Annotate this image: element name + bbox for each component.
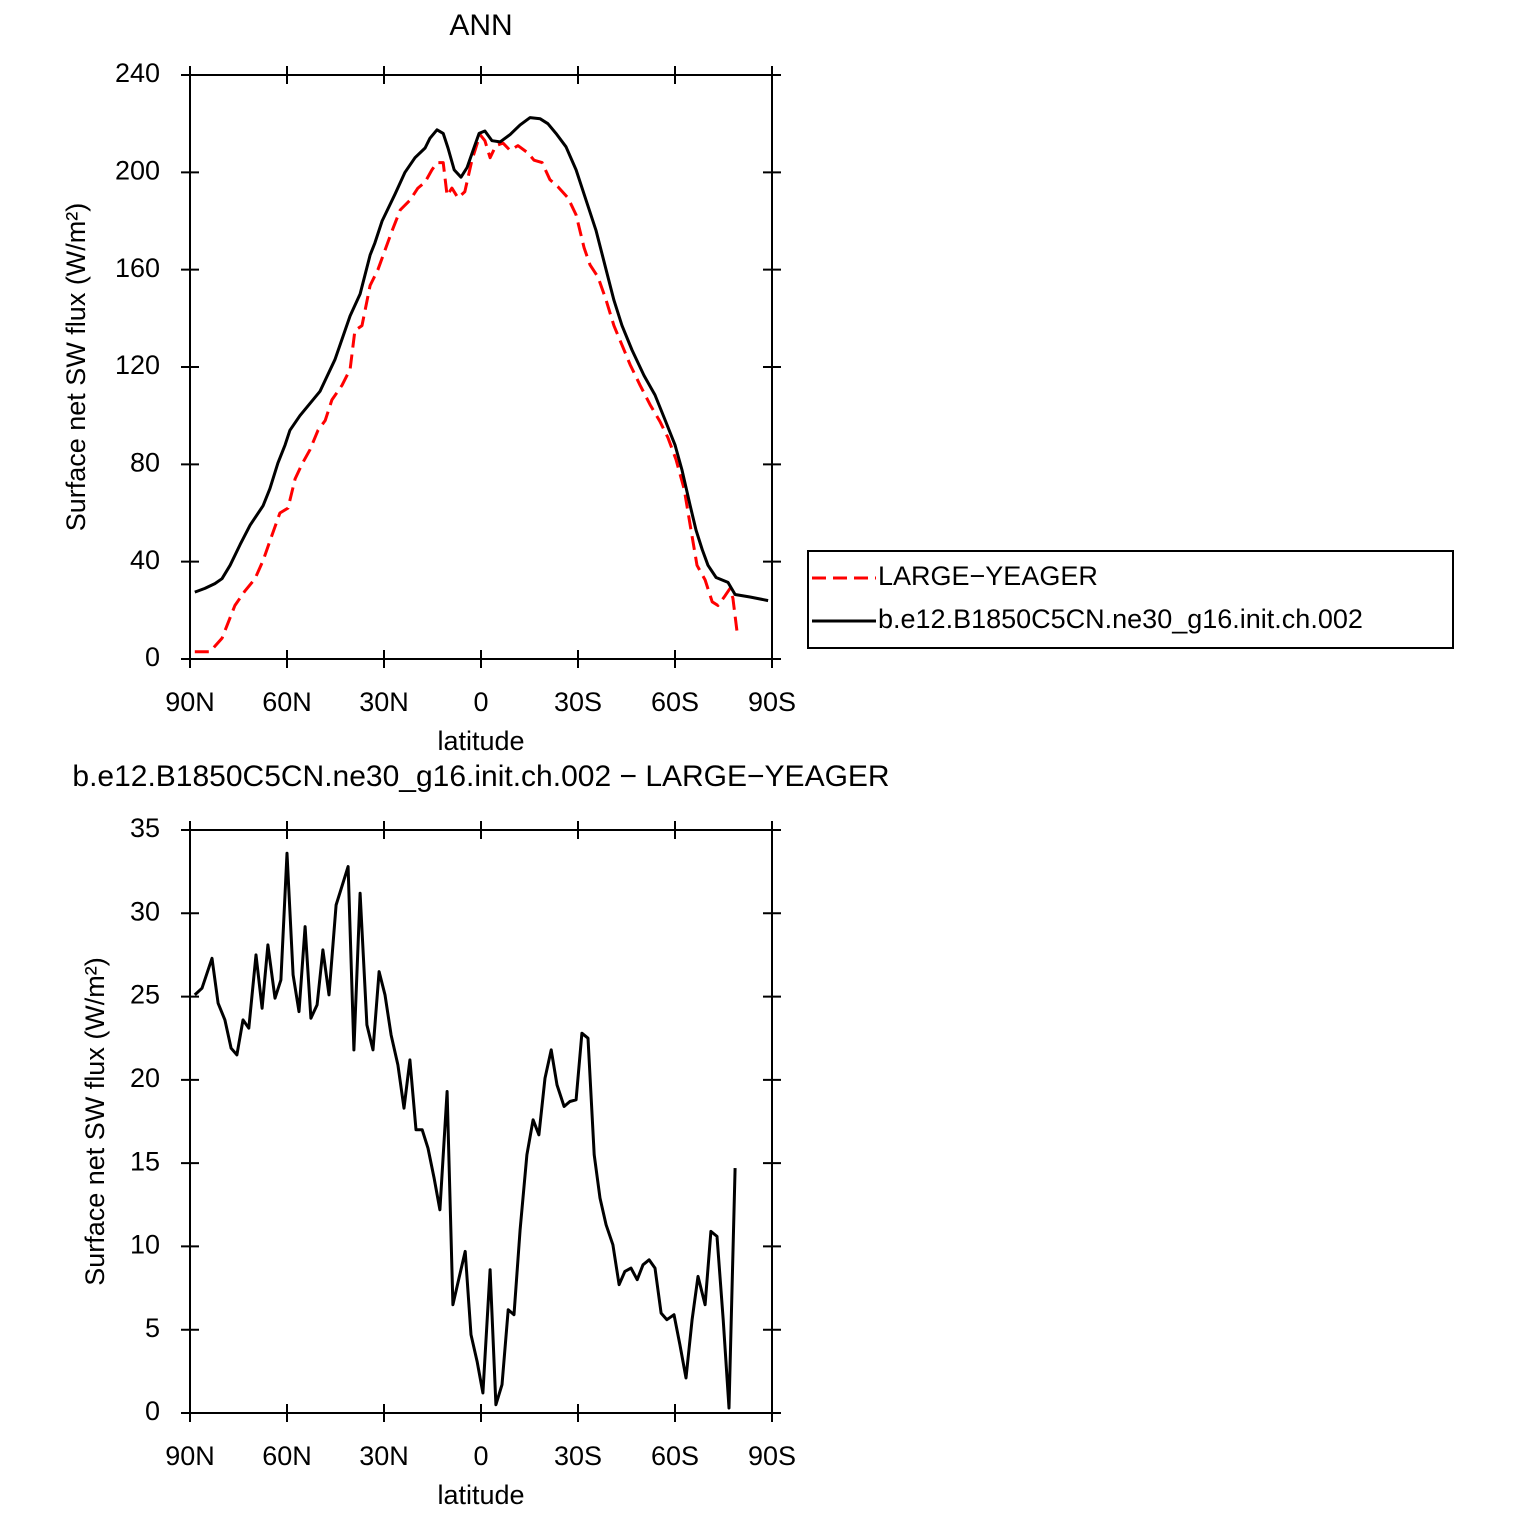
x-tick-label: 90N (165, 1441, 215, 1471)
chart-title: b.e12.B1850C5CN.ne30_g16.init.ch.002 − L… (72, 760, 889, 793)
y-tick-label: 30 (130, 896, 160, 926)
series-line (193, 851, 737, 1410)
y-tick-label: 80 (130, 447, 160, 477)
y-tick-label: 0 (145, 642, 160, 672)
x-tick-label: 90S (748, 687, 796, 717)
y-tick-label: 160 (115, 253, 160, 283)
x-tick-label: 30S (554, 1441, 602, 1471)
y-tick-label: 15 (130, 1146, 160, 1176)
plot-frame (189, 74, 773, 660)
chart-title: ANN (449, 9, 512, 42)
x-tick-label: 30S (554, 687, 602, 717)
y-tick-label: 25 (130, 980, 160, 1010)
y-tick-label: 5 (145, 1313, 160, 1343)
y-axis-label: Surface net SW flux (W/m²) (61, 203, 91, 532)
x-tick-label: 30N (359, 1441, 409, 1471)
x-tick-label: 60S (651, 687, 699, 717)
x-tick-label: 90S (748, 1441, 796, 1471)
x-tick-label: 0 (473, 1441, 488, 1471)
x-tick-label: 30N (359, 687, 409, 717)
x-tick-label: 60N (262, 1441, 312, 1471)
y-tick-label: 240 (115, 58, 160, 88)
x-tick-label: 60N (262, 687, 312, 717)
legend-label: LARGE−YEAGER (878, 561, 1098, 591)
y-tick-label: 35 (130, 813, 160, 843)
x-tick-label: 90N (165, 687, 215, 717)
series-line (194, 133, 739, 654)
legend-label: b.e12.B1850C5CN.ne30_g16.init.ch.002 (878, 604, 1363, 634)
legend-box (807, 550, 1454, 649)
plot-frame (189, 829, 773, 1414)
series-line (194, 116, 769, 603)
y-tick-label: 20 (130, 1063, 160, 1093)
y-axis-label: Surface net SW flux (W/m²) (80, 957, 110, 1286)
y-tick-label: 120 (115, 350, 160, 380)
y-tick-label: 40 (130, 545, 160, 575)
x-axis-label: latitude (437, 726, 524, 756)
x-axis-label: latitude (437, 1480, 524, 1510)
y-tick-label: 0 (145, 1396, 160, 1426)
y-tick-label: 200 (115, 155, 160, 185)
y-tick-label: 10 (130, 1230, 160, 1260)
x-tick-label: 0 (473, 687, 488, 717)
x-tick-label: 60S (651, 1441, 699, 1471)
